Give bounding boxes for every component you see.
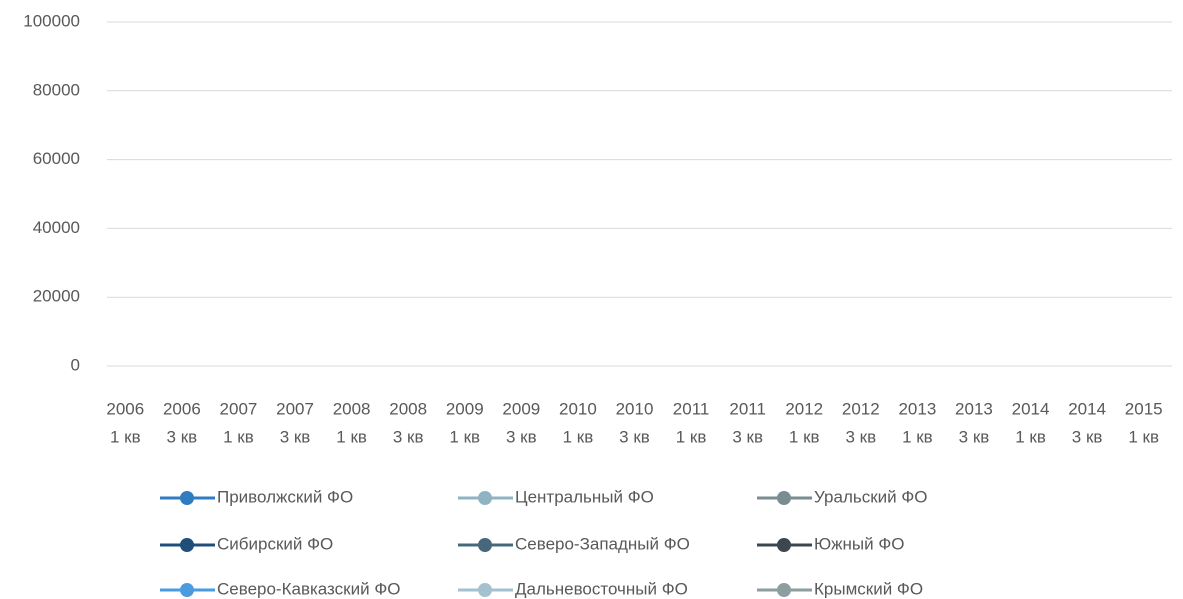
x-tick-label: 2010	[616, 399, 654, 418]
legend-label: Приволжский ФО	[217, 487, 353, 506]
legend-marker	[478, 583, 492, 597]
x-tick-label: 2013	[898, 399, 936, 418]
legend-label: Северо-Кавказский ФО	[217, 579, 400, 598]
y-tick-label: 60000	[33, 149, 80, 168]
legend-marker	[777, 538, 791, 552]
x-tick-label: 1 кв	[449, 427, 480, 446]
legend-marker	[180, 491, 194, 505]
legend-label: Крымский ФО	[814, 579, 923, 598]
x-tick-label: 3 кв	[506, 427, 537, 446]
x-tick-label: 1 кв	[110, 427, 141, 446]
x-tick-label: 2015	[1125, 399, 1163, 418]
y-tick-label: 20000	[33, 287, 80, 306]
x-tick-label: 2013	[955, 399, 993, 418]
x-tick-label: 1 кв	[789, 427, 820, 446]
legend-marker	[478, 491, 492, 505]
x-tick-label: 2008	[333, 399, 371, 418]
x-tick-label: 1 кв	[336, 427, 367, 446]
x-tick-label: 3 кв	[167, 427, 198, 446]
x-tick-label: 1 кв	[676, 427, 707, 446]
legend-label: Сибирский ФО	[217, 534, 333, 553]
x-tick-label: 3 кв	[959, 427, 990, 446]
x-tick-label: 2011	[729, 399, 766, 418]
legend-label: Уральский ФО	[814, 487, 928, 506]
legend-marker	[777, 583, 791, 597]
y-tick-label: 100000	[23, 11, 80, 30]
y-tick-label: 40000	[33, 218, 80, 237]
x-tick-label: 2012	[785, 399, 823, 418]
legend-marker	[478, 538, 492, 552]
x-tick-label: 2006	[163, 399, 201, 418]
x-tick-label: 1 кв	[223, 427, 254, 446]
legend-label: Южный ФО	[814, 534, 905, 553]
x-tick-label: 2010	[559, 399, 597, 418]
x-tick-label: 2007	[276, 399, 314, 418]
x-tick-label: 2014	[1012, 399, 1050, 418]
x-tick-label: 3 кв	[1072, 427, 1103, 446]
x-tick-label: 2014	[1068, 399, 1106, 418]
x-tick-label: 1 кв	[1015, 427, 1046, 446]
x-tick-label: 2008	[389, 399, 427, 418]
x-tick-label: 2011	[673, 399, 710, 418]
x-tick-label: 2006	[106, 399, 144, 418]
x-tick-label: 2012	[842, 399, 880, 418]
legend-marker	[777, 491, 791, 505]
x-tick-label: 3 кв	[393, 427, 424, 446]
x-tick-label: 3 кв	[845, 427, 876, 446]
legend-marker	[180, 538, 194, 552]
x-tick-label: 3 кв	[280, 427, 311, 446]
y-tick-label: 80000	[33, 80, 80, 99]
x-tick-label: 1 кв	[563, 427, 594, 446]
legend-label: Северо-Западный ФО	[515, 534, 690, 553]
legend-label: Центральный ФО	[515, 487, 654, 506]
y-tick-label: 0	[71, 355, 80, 374]
x-tick-label: 2009	[446, 399, 484, 418]
x-tick-label: 3 кв	[732, 427, 763, 446]
x-tick-label: 2007	[220, 399, 258, 418]
legend-label: Дальневосточный ФО	[515, 579, 688, 598]
x-tick-label: 2009	[502, 399, 540, 418]
x-tick-label: 3 кв	[619, 427, 650, 446]
x-tick-label: 1 кв	[1128, 427, 1159, 446]
x-tick-label: 1 кв	[902, 427, 933, 446]
legend-marker	[180, 583, 194, 597]
